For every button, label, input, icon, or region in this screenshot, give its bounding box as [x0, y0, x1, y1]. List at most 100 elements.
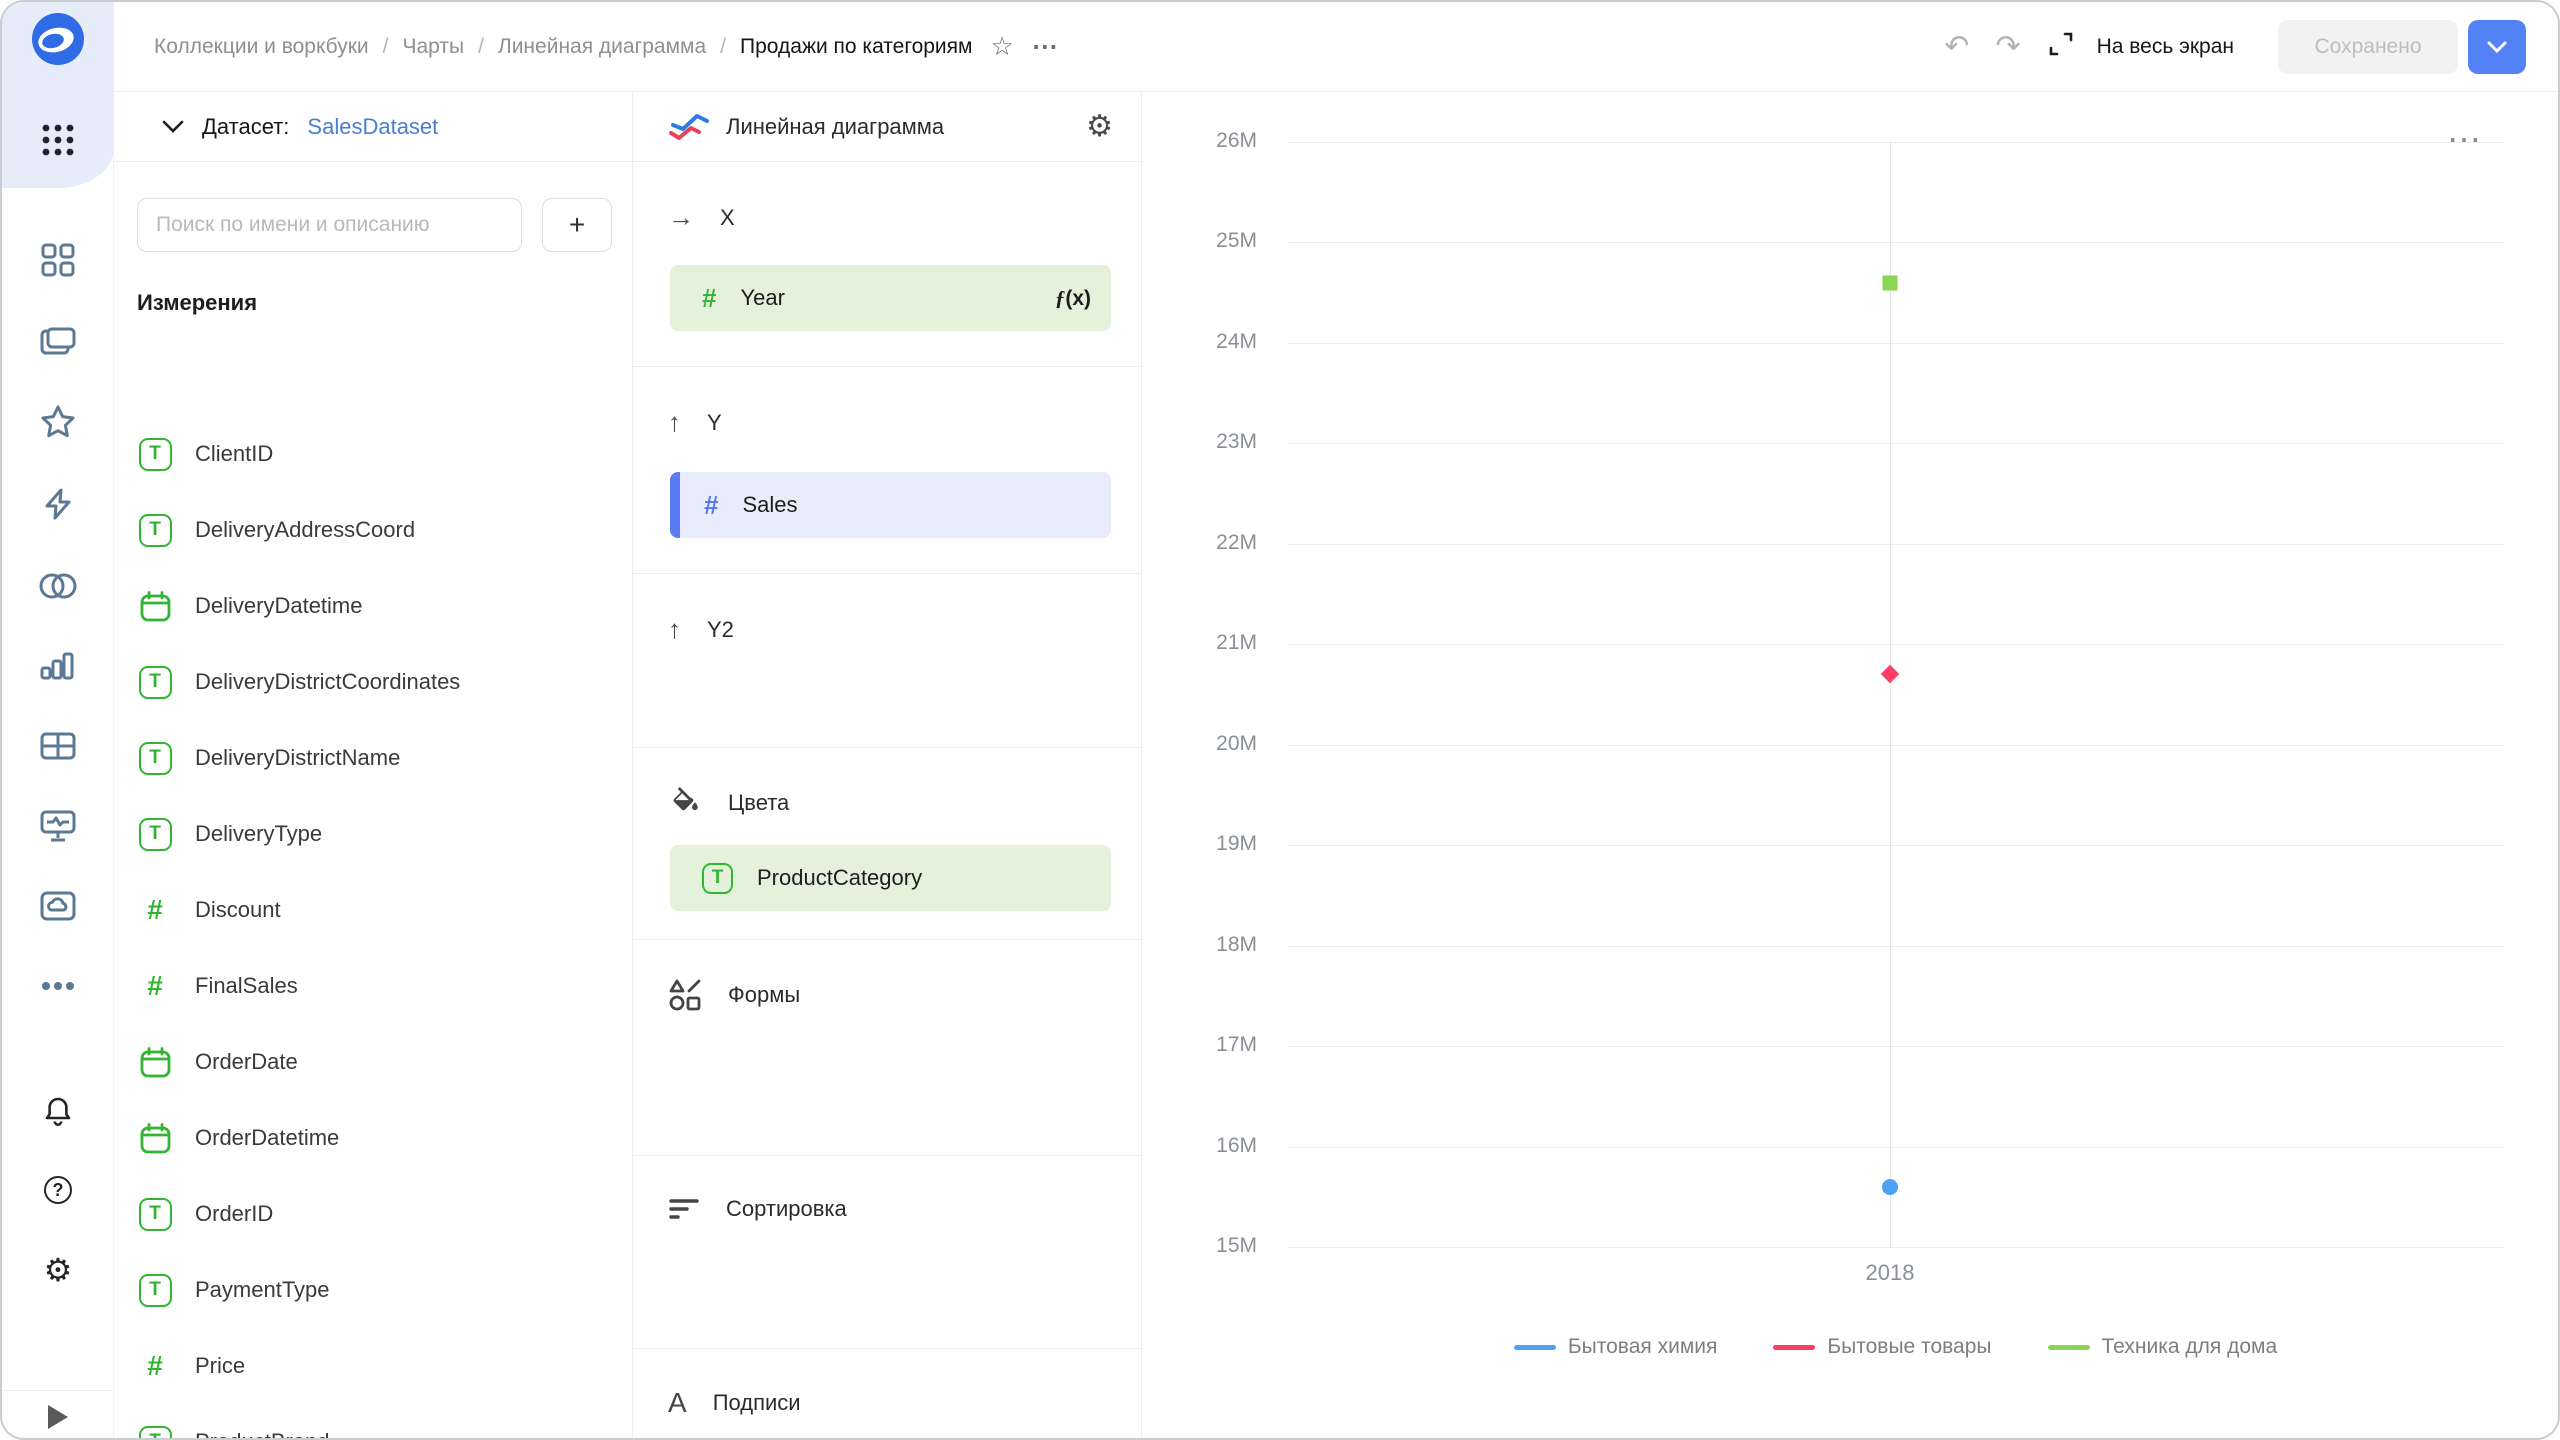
left-rail: ? ⚙ [2, 2, 114, 1438]
legend-label: Бытовая химия [1567, 1335, 1718, 1358]
line-chart-icon [669, 113, 709, 140]
field-row-DeliveryType[interactable]: T DeliveryType [137, 796, 322, 872]
monitoring-icon[interactable] [2, 804, 114, 848]
quick-actions-icon[interactable] [2, 482, 114, 526]
favorite-star-icon[interactable]: ☆ [990, 31, 1014, 61]
text-type-icon: T [702, 862, 733, 894]
datasets-icon[interactable] [2, 564, 114, 608]
legend-swatch [2047, 1344, 2090, 1350]
breadcrumb-link[interactable]: Коллекции и воркбуки [154, 34, 369, 58]
save-dropdown-button[interactable] [2468, 19, 2526, 74]
y-tick-label: 18M [1216, 932, 1257, 956]
field-label: DeliveryDistrictCoordinates [195, 669, 461, 694]
gridline [1287, 945, 2504, 947]
entry-menu-icon[interactable]: ⋯ [1031, 31, 1058, 61]
add-field-button[interactable]: + [542, 198, 612, 252]
breadcrumb-separator: / [382, 34, 389, 58]
field-row-DeliveryDistrictName[interactable]: T DeliveryDistrictName [137, 720, 400, 796]
data-point-Техника для дома[interactable] [1882, 275, 1898, 291]
data-point-Бытовая химия[interactable] [1882, 1178, 1898, 1195]
favorites-icon[interactable] [2, 400, 114, 444]
legend-item-Техника для дома[interactable]: Техника для дома [2047, 1335, 2277, 1359]
notifications-icon[interactable] [2, 1088, 114, 1132]
redo-icon[interactable]: ↷ [1995, 30, 2021, 63]
field-label: DeliveryDatetime [195, 593, 363, 618]
field-row-DeliveryAddressCoord[interactable]: T DeliveryAddressCoord [137, 492, 415, 568]
field-row-ProductBrand[interactable]: T ProductBrand [137, 1404, 330, 1438]
section-sort-header: Сортировка [633, 1196, 1141, 1222]
dataset-header: Датасет: SalesDataset [114, 92, 632, 162]
text-type-icon: T [138, 741, 172, 775]
chart-legend: Бытовая химия Бытовые товары Техника для д… [1287, 1335, 2504, 1359]
field-row-DeliveryDatetime[interactable]: DeliveryDatetime [137, 568, 363, 644]
field-row-OrderID[interactable]: T OrderID [137, 1176, 273, 1252]
field-label: FinalSales [195, 973, 298, 998]
y-field-pill[interactable]: # Sales [670, 472, 1111, 538]
chart-menu-icon[interactable]: ⋯ [2447, 121, 2483, 159]
field-row-DeliveryDistrictCoordinates[interactable]: T DeliveryDistrictCoordinates [137, 644, 460, 720]
tables-icon[interactable] [2, 724, 114, 768]
dashboards-icon[interactable] [2, 238, 114, 282]
colors-field-name: ProductCategory [757, 865, 923, 890]
expand-rail-icon[interactable] [48, 1404, 68, 1429]
section-shapes-header: Формы [633, 978, 1141, 1012]
breadcrumb-separator: / [478, 34, 484, 58]
dataset-collapse-icon[interactable] [162, 120, 184, 133]
gridline [1287, 845, 2504, 847]
x-field-pill[interactable]: # Year ƒ(x) [670, 265, 1111, 331]
fullscreen-icon[interactable] [2047, 30, 2075, 63]
chart-settings-gear-icon[interactable]: ⚙ [1086, 110, 1113, 143]
undo-icon[interactable]: ↶ [1944, 30, 1970, 63]
gridline [1287, 1046, 2504, 1048]
legend-label: Бытовые товары [1827, 1335, 1992, 1358]
field-label: DeliveryType [195, 821, 323, 846]
field-row-FinalSales[interactable]: # FinalSales [137, 948, 298, 1024]
y-tick-label: 22M [1216, 530, 1257, 554]
more-items-icon[interactable] [2, 964, 114, 1008]
charts-icon[interactable] [2, 644, 114, 688]
settings-icon[interactable]: ⚙ [43, 1252, 73, 1288]
field-row-Price[interactable]: # Price [137, 1328, 245, 1404]
dataset-label: Датасет: [202, 113, 290, 139]
labels-a-icon: A [668, 1387, 687, 1418]
dataset-name-link[interactable]: SalesDataset [307, 113, 439, 139]
gridline [1287, 142, 2504, 143]
apps-grid-icon[interactable] [2, 118, 114, 162]
save-button[interactable]: Сохранено [2278, 19, 2458, 74]
breadcrumb-current: Продажи по категориям [740, 34, 973, 58]
storage-icon[interactable] [2, 884, 114, 928]
field-row-OrderDatetime[interactable]: OrderDatetime [137, 1100, 339, 1176]
x-axis-label: 2018 [1865, 1260, 1915, 1285]
x-gridline-2018 [1890, 142, 1891, 1247]
section-labels-header: A Подписи [633, 1387, 1141, 1419]
help-icon[interactable]: ? [2, 1168, 114, 1212]
text-type-icon: T [138, 437, 172, 471]
field-row-OrderDate[interactable]: OrderDate [137, 1024, 298, 1100]
section-labels: A Подписи [633, 1349, 1141, 1438]
legend-item-Бытовая химия[interactable]: Бытовая химия [1513, 1335, 1718, 1359]
section-sort: Сортировка [633, 1156, 1141, 1349]
data-point-Бытовые товары[interactable] [1880, 665, 1900, 684]
fullscreen-label[interactable]: На весь экран [2096, 34, 2234, 58]
field-row-PaymentType[interactable]: T PaymentType [137, 1252, 330, 1328]
legend-item-Бытовые товары[interactable]: Бытовые товары [1773, 1335, 1992, 1359]
gridline [1287, 543, 2504, 545]
y-field-name: Sales [742, 492, 798, 517]
field-search-input[interactable] [137, 198, 522, 252]
field-row-Discount[interactable]: # Discount [137, 872, 280, 948]
section-y2: ↑ Y2 [633, 574, 1141, 748]
y-tick-label: 20M [1216, 731, 1257, 755]
section-x-label: X [720, 204, 735, 230]
collections-icon[interactable] [2, 318, 114, 362]
field-label: DeliveryDistrictName [195, 745, 401, 770]
datalens-logo[interactable] [2, 8, 114, 70]
text-type-icon: T [138, 513, 172, 547]
field-row-ClientID[interactable]: T ClientID [137, 416, 273, 492]
field-label: OrderID [195, 1201, 274, 1226]
breadcrumb-link[interactable]: Чарты [402, 34, 465, 58]
colors-field-pill[interactable]: T ProductCategory [670, 845, 1111, 911]
section-y2-label: Y2 [707, 616, 734, 642]
y-tick-label: 26M [1216, 129, 1257, 152]
breadcrumb-link[interactable]: Линейная диаграмма [497, 34, 707, 58]
